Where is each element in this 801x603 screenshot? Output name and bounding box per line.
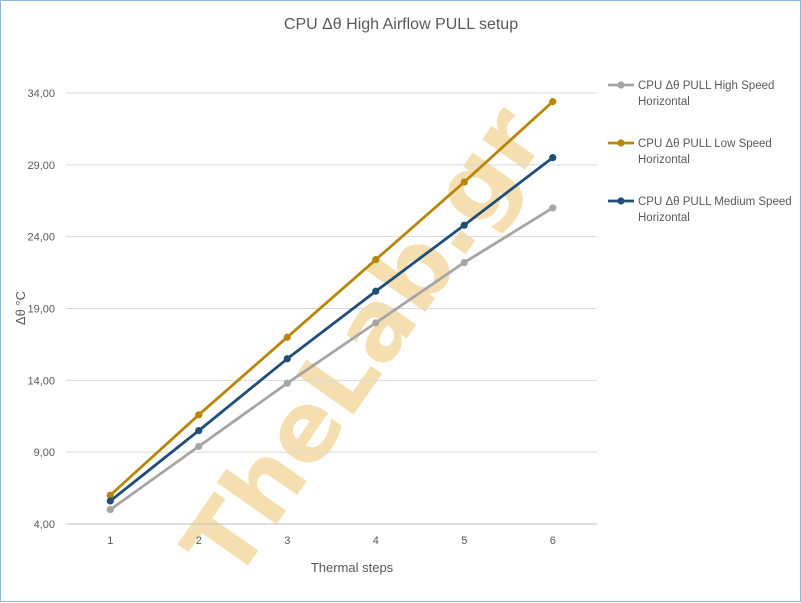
x-tick-label: 3 xyxy=(284,535,290,547)
x-axis-title: Thermal steps xyxy=(311,560,394,575)
data-point xyxy=(283,333,291,341)
legend-label: CPU Δθ PULL Medium Speed xyxy=(638,196,792,208)
data-point xyxy=(460,258,468,267)
data-point xyxy=(106,497,114,505)
data-point xyxy=(549,154,557,162)
y-tick-label: 29,00 xyxy=(27,160,55,172)
series-line xyxy=(108,206,555,512)
legend-label: CPU Δθ PULL High Speed xyxy=(638,80,774,92)
data-point xyxy=(283,355,291,363)
data-point xyxy=(106,491,114,499)
series-line xyxy=(108,100,555,497)
data-point xyxy=(195,427,203,435)
data-point xyxy=(549,204,557,212)
legend-label: CPU Δθ PULL Low Speed xyxy=(638,138,772,150)
y-tick-label: 34,00 xyxy=(27,88,55,100)
data-point xyxy=(195,411,203,419)
data-point xyxy=(460,221,468,229)
data-point xyxy=(372,287,380,295)
gridlines xyxy=(66,92,597,525)
data-point xyxy=(195,442,203,451)
y-tick-label: 24,00 xyxy=(27,232,55,244)
legend-label: Horizontal xyxy=(638,96,690,108)
legend-label: Horizontal xyxy=(638,154,690,166)
legend-swatch-marker xyxy=(617,81,625,89)
watermark-text: TheLab.gr xyxy=(161,86,566,598)
series-line xyxy=(108,156,555,503)
legend-swatch-marker xyxy=(617,197,625,205)
x-tick-label: 2 xyxy=(196,535,202,547)
y-tick-label: 4,00 xyxy=(34,519,55,531)
data-point xyxy=(372,256,380,264)
y-tick-label: 9,00 xyxy=(34,447,55,459)
y-tick-labels: 4,00 9,00 14,00 19,00 24,00 29,00 34,00 xyxy=(27,88,55,531)
data-point xyxy=(283,379,291,387)
data-point xyxy=(106,506,114,514)
y-axis-title: Δθ °C xyxy=(13,291,28,325)
x-tick-label: 4 xyxy=(373,535,379,547)
watermark: TheLab.gr xyxy=(161,86,566,598)
data-point xyxy=(549,98,557,106)
x-tick-labels: 1 2 3 4 5 6 xyxy=(107,535,556,547)
legend-label: Horizontal xyxy=(638,212,690,224)
y-tick-label: 19,00 xyxy=(27,304,55,316)
x-tick-label: 1 xyxy=(107,535,113,547)
x-tick-label: 5 xyxy=(461,535,467,547)
legend-swatch-marker xyxy=(617,139,625,147)
y-tick-label: 14,00 xyxy=(27,375,55,387)
x-tick-label: 6 xyxy=(550,535,556,547)
data-point xyxy=(460,178,468,186)
chart-title: CPU Δθ High Airflow PULL setup xyxy=(284,16,518,33)
series-lines xyxy=(106,98,557,514)
legend: CPU Δθ PULL High Speed Horizontal CPU Δθ P… xyxy=(608,80,792,224)
data-point xyxy=(372,319,380,327)
